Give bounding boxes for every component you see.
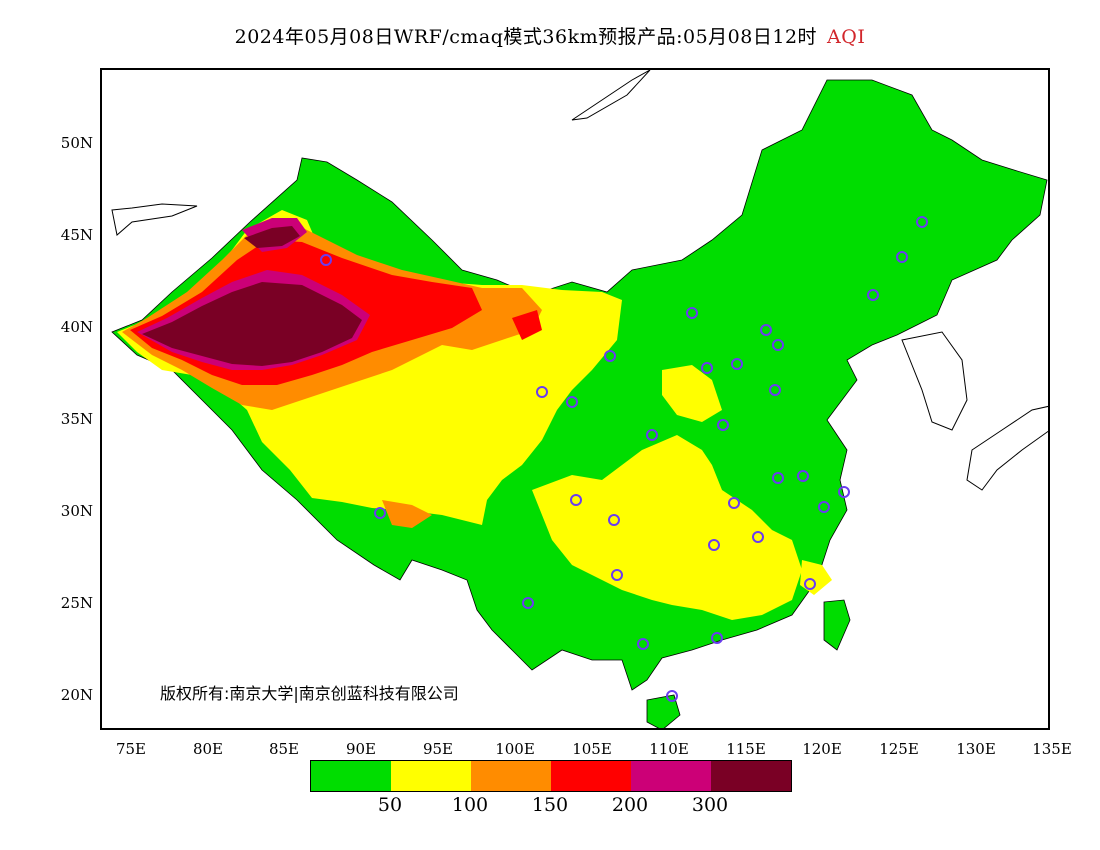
- lon-tick-label: 110E: [649, 740, 689, 758]
- map-frame: [100, 68, 1050, 730]
- lat-tick-label: 25N: [60, 594, 93, 612]
- station-marker: [522, 597, 534, 609]
- lat-tick-label: 30N: [60, 502, 93, 520]
- legend-label: 100: [451, 794, 489, 816]
- lon-tick-label: 75E: [115, 740, 147, 758]
- station-marker: [760, 324, 772, 336]
- lon-tick-label: 100E: [495, 740, 535, 758]
- legend-label: 300: [691, 794, 729, 816]
- station-marker: [637, 638, 649, 650]
- station-marker: [752, 531, 764, 543]
- station-marker: [666, 690, 678, 702]
- station-marker: [320, 254, 332, 266]
- station-markers: [320, 216, 928, 702]
- station-marker: [608, 514, 620, 526]
- legend-label: 200: [611, 794, 649, 816]
- station-marker: [717, 419, 729, 431]
- station-marker: [867, 289, 879, 301]
- korea-outline: [901, 331, 968, 431]
- station-marker: [566, 396, 578, 408]
- lat-tick-label: 40N: [60, 318, 93, 336]
- title-main: 2024年05月08日WRF/cmaq模式36km预报产品:05月08日12时: [234, 26, 818, 48]
- station-marker: [711, 632, 723, 644]
- lon-tick-label: 80E: [192, 740, 224, 758]
- station-marker: [728, 497, 740, 509]
- legend-swatch: [471, 761, 551, 791]
- region-moderate-3: [662, 365, 722, 422]
- station-marker: [731, 358, 743, 370]
- taiwan: [823, 599, 851, 651]
- lon-tick-label: 105E: [572, 740, 612, 758]
- lon-tick-label: 135E: [1032, 740, 1072, 758]
- neighbor-outline-2: [571, 70, 651, 121]
- region-unhealthy-2: [512, 310, 542, 340]
- station-marker: [818, 501, 830, 513]
- region-good: [111, 79, 1048, 691]
- lon-tick-label: 95E: [422, 740, 454, 758]
- region-sensitive-2: [382, 500, 432, 528]
- map-title: 2024年05月08日WRF/cmaq模式36km预报产品:05月08日12时 A…: [0, 22, 1100, 49]
- station-marker: [374, 507, 386, 519]
- station-marker: [536, 386, 548, 398]
- legend-label: 150: [531, 794, 569, 816]
- station-marker: [604, 350, 616, 362]
- legend-swatch: [631, 761, 711, 791]
- region-hazardous-2: [244, 226, 300, 248]
- station-marker: [772, 472, 784, 484]
- station-marker: [916, 216, 928, 228]
- station-marker: [772, 339, 784, 351]
- region-moderate-4: [800, 560, 832, 595]
- lon-tick-label: 90E: [345, 740, 377, 758]
- color-legend: [310, 760, 792, 792]
- station-marker: [570, 494, 582, 506]
- station-marker: [804, 578, 816, 590]
- station-marker: [708, 539, 720, 551]
- copyright-text: 版权所有:南京大学|南京创蓝科技有限公司: [160, 684, 459, 703]
- station-marker: [838, 486, 850, 498]
- legend-swatch: [311, 761, 391, 791]
- legend-label: 50: [377, 794, 403, 816]
- lon-tick-label: 120E: [802, 740, 842, 758]
- lon-tick-label: 130E: [956, 740, 996, 758]
- station-marker: [686, 307, 698, 319]
- lat-tick-label: 45N: [60, 226, 93, 244]
- lon-tick-label: 125E: [879, 740, 919, 758]
- aqi-map: [111, 70, 1048, 728]
- station-marker: [896, 251, 908, 263]
- japan-outline: [966, 405, 1048, 491]
- region-hazardous: [142, 282, 362, 366]
- legend-swatch: [711, 761, 791, 791]
- lat-tick-label: 35N: [60, 410, 93, 428]
- lat-tick-label: 20N: [60, 686, 93, 704]
- lat-tick-label: 50N: [60, 134, 93, 152]
- lon-tick-label: 85E: [268, 740, 300, 758]
- station-marker: [646, 429, 658, 441]
- lon-tick-label: 115E: [726, 740, 766, 758]
- title-variable: AQI: [827, 26, 866, 48]
- legend-swatch: [551, 761, 631, 791]
- station-marker: [769, 384, 781, 396]
- hainan: [646, 694, 681, 728]
- station-marker: [701, 362, 713, 374]
- station-marker: [797, 470, 809, 482]
- legend-swatch: [391, 761, 471, 791]
- station-marker: [611, 569, 623, 581]
- neighbor-outline: [111, 203, 198, 236]
- region-moderate-2: [532, 435, 802, 620]
